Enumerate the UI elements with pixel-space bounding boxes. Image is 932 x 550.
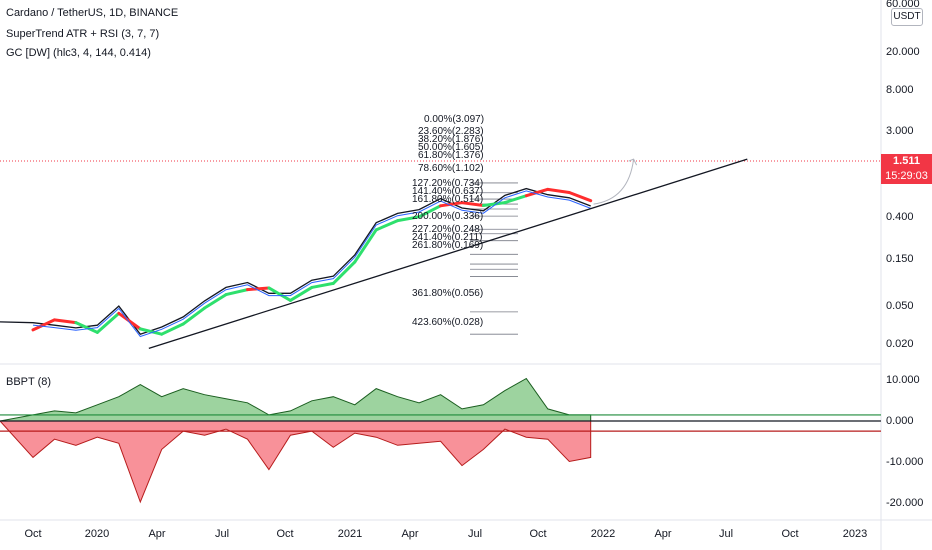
supertrend-down-segment [52, 318, 78, 325]
supertrend-up-segment [160, 322, 185, 336]
osc-tick: 0.000 [886, 415, 914, 427]
supertrend-up-segment [503, 194, 528, 205]
supertrend-down-segment [117, 311, 142, 331]
osc-tick: -20.000 [886, 497, 924, 509]
y-tick: 60.000 [886, 0, 920, 10]
fib-label: 127.20%(0.734) [412, 178, 484, 189]
osc-tick: 10.000 [886, 374, 920, 386]
gc-line [32, 190, 591, 338]
fib-label: 161.80%(0.514) [412, 194, 484, 205]
x-tick: Apr [401, 528, 419, 540]
supertrend-up-segment [95, 311, 121, 334]
supertrend-down-segment [524, 187, 550, 198]
fib-label: 227.20%(0.248) [412, 224, 484, 235]
fib-label: 423.60%(0.028) [412, 317, 484, 328]
projection-arrow [593, 159, 635, 205]
currency-unit-badge[interactable]: USDT [891, 8, 923, 26]
trendline [148, 158, 748, 350]
supertrend-down-segment [460, 201, 485, 208]
osc-tick: -10.000 [886, 456, 924, 468]
y-tick: 0.150 [886, 253, 914, 265]
supertrend-up-segment [138, 327, 164, 336]
x-tick: Jul [718, 528, 734, 540]
price-line [0, 187, 591, 335]
supertrend-up-segment [396, 215, 421, 223]
gc-legend: GC [DW] (hlc3, 4, 144, 0.414) [6, 47, 151, 59]
y-tick: 3.000 [886, 125, 914, 137]
x-tick: 2023 [842, 528, 868, 540]
supertrend-down-segment [246, 286, 271, 292]
fib-label: 361.80%(0.056) [412, 288, 484, 299]
x-tick: 2022 [590, 528, 616, 540]
x-tick: Oct [24, 528, 42, 540]
x-tick: 2020 [84, 528, 110, 540]
supertrend-up-segment [288, 285, 314, 302]
y-tick: 20.000 [886, 46, 920, 58]
fib-label: 61.80%(1.376) [418, 150, 484, 161]
bar-countdown: 15:29:03 [881, 169, 932, 184]
supertrend-down-segment [567, 190, 593, 203]
fib-label: 200.00%(0.336) [412, 211, 484, 222]
bull-power-area [0, 377, 592, 422]
fib-label: 0.00%(3.097) [424, 114, 485, 125]
supertrend-legend: SuperTrend ATR + RSI (3, 7, 7) [6, 28, 160, 40]
fib-label: 23.60%(2.283) [418, 126, 484, 137]
supertrend-up-segment [374, 219, 400, 232]
x-tick: Jul [214, 528, 230, 540]
supertrend-up-segment [481, 201, 507, 208]
supertrend-up-segment [181, 306, 207, 326]
x-tick: 2021 [337, 528, 363, 540]
last-price-tag: 1.511 [881, 154, 932, 169]
projection-arrow-head [628, 158, 638, 166]
y-tick: 0.400 [886, 211, 914, 223]
fib-label: 261.80%(0.169) [412, 240, 484, 251]
supertrend-up-segment [203, 293, 228, 310]
y-tick: 0.050 [886, 300, 914, 312]
x-tick: Apr [654, 528, 672, 540]
x-tick: Oct [276, 528, 294, 540]
x-tick: Oct [781, 528, 799, 540]
fib-label: 78.60%(1.102) [418, 163, 484, 174]
supertrend-up-segment [310, 281, 335, 289]
fib-label: 38.20%(1.876) [418, 134, 484, 145]
bbpt-legend: BBPT (8) [6, 376, 52, 388]
fib-label: 241.40%(0.211) [412, 232, 483, 243]
supertrend-up-segment [331, 260, 357, 285]
bear-power-area [0, 420, 592, 504]
supertrend-up-segment [417, 204, 443, 219]
supertrend-down-segment [31, 318, 56, 332]
x-tick: Oct [529, 528, 547, 540]
x-tick: Apr [148, 528, 166, 540]
x-tick: Jul [467, 528, 483, 540]
fib-label: 50.00%(1.605) [418, 142, 484, 153]
supertrend-up-segment [74, 321, 99, 334]
supertrend-down-segment [439, 201, 464, 208]
supertrend-up-segment [353, 228, 378, 264]
fib-label: 141.40%(0.637) [412, 186, 484, 197]
supertrend-up-segment [224, 288, 249, 297]
symbol-title: Cardano / TetherUS, 1D, BINANCE [6, 7, 179, 19]
supertrend-down-segment [546, 187, 571, 194]
y-tick: 8.000 [886, 84, 914, 96]
supertrend-up-segment [267, 286, 292, 302]
y-tick: 0.020 [886, 338, 914, 350]
